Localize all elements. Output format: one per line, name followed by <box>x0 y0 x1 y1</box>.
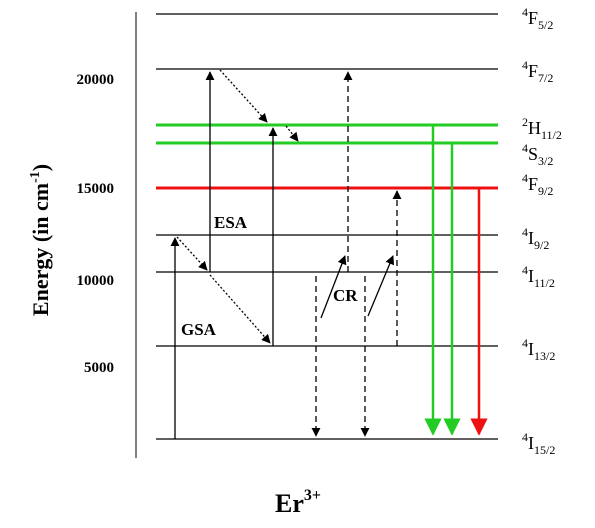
y-axis-title-end: ) <box>28 164 53 171</box>
gsa-label: GSA <box>181 320 217 339</box>
tick-label-20000: 20000 <box>77 72 115 88</box>
cr-diagonal-arrow-2 <box>367 255 395 317</box>
level-label-4i152: 4I15/2 <box>522 430 555 457</box>
cr-label: CR <box>333 286 358 305</box>
nonradiative-arrow-i112-i132 <box>209 274 271 344</box>
level-label-4i112: 4I11/2 <box>522 263 555 290</box>
nonradiative-arrow-f72-h112 <box>219 69 268 123</box>
level-label-4s32: 4S3/2 <box>522 141 553 168</box>
tick-label-5000: 5000 <box>84 360 114 376</box>
ion-label: Er3+ <box>275 487 321 518</box>
level-label-4f92: 4F9/2 <box>522 171 553 198</box>
cr-diagonal-arrow-1 <box>320 255 347 319</box>
level-label-2h112: 2H11/2 <box>522 115 562 142</box>
esa-label: ESA <box>214 213 248 232</box>
ion-charge: 3+ <box>304 487 321 504</box>
y-axis-title: Energy (in cm-1) <box>28 164 53 316</box>
tick-label-10000: 10000 <box>77 273 115 289</box>
ion-symbol: Er <box>275 489 304 518</box>
level-label-4f52: 4F5/2 <box>522 5 553 32</box>
tick-label-15000: 15000 <box>77 181 115 197</box>
level-label-4i92: 4I9/2 <box>522 225 549 252</box>
y-axis-title-main: Energy (in cm <box>28 183 53 316</box>
level-label-4f72: 4F7/2 <box>522 58 553 85</box>
nonradiative-arrow-h112-s32 <box>285 125 299 142</box>
level-label-4i132: 4I13/2 <box>522 336 555 363</box>
nonradiative-arrow-i92-i112 <box>176 236 208 271</box>
y-axis-title-sup: -1 <box>28 171 43 183</box>
